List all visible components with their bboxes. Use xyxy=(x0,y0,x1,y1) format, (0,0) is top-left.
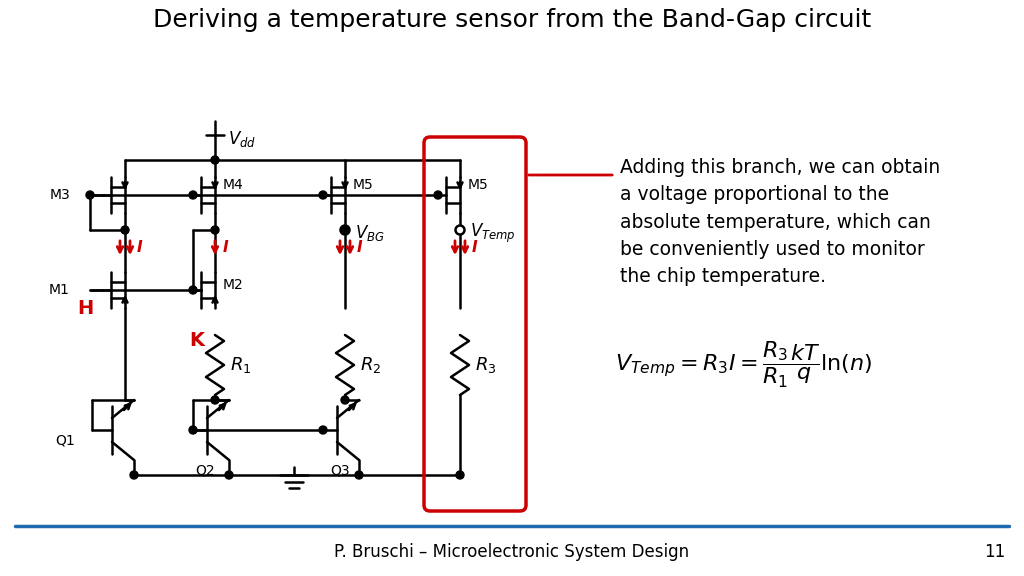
Circle shape xyxy=(211,226,219,234)
Circle shape xyxy=(211,396,219,404)
Circle shape xyxy=(341,225,349,234)
Circle shape xyxy=(319,426,327,434)
Circle shape xyxy=(456,471,464,479)
Circle shape xyxy=(225,471,233,479)
Circle shape xyxy=(341,226,349,234)
Circle shape xyxy=(319,191,327,199)
Text: H: H xyxy=(77,298,93,317)
Text: $R_2$: $R_2$ xyxy=(360,355,381,375)
Text: $R_3$: $R_3$ xyxy=(475,355,497,375)
Text: $V_{Temp} = R_3 I = \dfrac{R_3}{R_1} \dfrac{kT}{q} \ln(n)$: $V_{Temp} = R_3 I = \dfrac{R_3}{R_1} \df… xyxy=(615,340,871,390)
Circle shape xyxy=(130,471,138,479)
Text: 11: 11 xyxy=(984,543,1005,561)
Text: I: I xyxy=(472,241,477,256)
Text: Deriving a temperature sensor from the Band-Gap circuit: Deriving a temperature sensor from the B… xyxy=(153,8,871,32)
Text: M5: M5 xyxy=(353,178,374,192)
Circle shape xyxy=(86,191,94,199)
Circle shape xyxy=(189,191,197,199)
Text: $V_{dd}$: $V_{dd}$ xyxy=(228,129,256,149)
Text: I: I xyxy=(223,241,228,256)
Text: Q3: Q3 xyxy=(330,463,349,477)
Text: M4: M4 xyxy=(223,178,244,192)
Circle shape xyxy=(211,156,219,164)
Text: Q2: Q2 xyxy=(195,463,215,477)
Text: M5: M5 xyxy=(468,178,488,192)
Circle shape xyxy=(189,286,197,294)
Text: Q1: Q1 xyxy=(55,433,75,447)
Text: $R_1$: $R_1$ xyxy=(230,355,251,375)
Circle shape xyxy=(121,226,129,234)
Text: $V_{BG}$: $V_{BG}$ xyxy=(355,223,385,243)
Text: M3: M3 xyxy=(49,188,70,202)
Text: M2: M2 xyxy=(223,278,244,292)
Circle shape xyxy=(355,471,362,479)
Text: I: I xyxy=(357,241,362,256)
Text: $V_{Temp}$: $V_{Temp}$ xyxy=(470,221,516,245)
Text: K: K xyxy=(189,331,205,350)
Text: M1: M1 xyxy=(49,283,70,297)
Circle shape xyxy=(456,225,465,234)
Circle shape xyxy=(341,396,349,404)
Circle shape xyxy=(189,426,197,434)
Circle shape xyxy=(434,191,442,199)
Text: I: I xyxy=(137,241,142,256)
Text: Adding this branch, we can obtain
a voltage proportional to the
absolute tempera: Adding this branch, we can obtain a volt… xyxy=(620,158,940,286)
Text: P. Bruschi – Microelectronic System Design: P. Bruschi – Microelectronic System Desi… xyxy=(335,543,689,561)
